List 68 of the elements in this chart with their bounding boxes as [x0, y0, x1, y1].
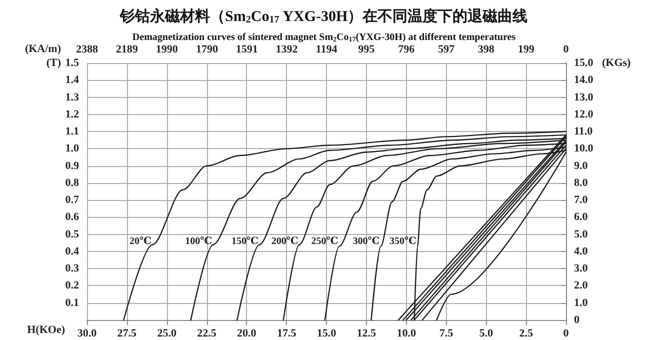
annotation: 100℃ — [185, 236, 212, 247]
y2-tick-label: 2.0 — [574, 280, 588, 292]
y-tick-label: 0.7 — [65, 194, 80, 206]
x2-tick-label: 2388 — [76, 44, 98, 56]
y-tick-label: 0.6 — [65, 211, 80, 224]
x-tick-label: 10.0 — [396, 328, 416, 340]
y2-tick-label: 10.0 — [574, 142, 594, 155]
x2-tick-label: 995 — [358, 44, 376, 56]
y-tick-label: 0.3 — [65, 262, 80, 275]
x-axis-title: H(KOe) — [27, 324, 66, 336]
x2-tick-label: 1990 — [156, 44, 178, 56]
x-tick-label: 25.0 — [157, 328, 177, 340]
annotation: 300℃ — [352, 236, 380, 247]
x2-tick-label: 1194 — [316, 44, 338, 56]
y-tick-label: 0.4 — [65, 245, 80, 258]
x-tick-label: 2.5 — [519, 328, 534, 340]
x-tick-label: 20.0 — [237, 328, 257, 340]
y-tick-label: 0.1 — [65, 296, 79, 309]
y2-tick-label: 14.0 — [574, 74, 594, 86]
y-tick-label: 0.5 — [65, 228, 80, 240]
y-tick-label: 1.0 — [65, 142, 80, 155]
y2-axis-title: (KGs) — [602, 57, 632, 69]
x-tick-label: 27.5 — [117, 328, 138, 340]
x-tick-label: 15.0 — [316, 328, 337, 340]
y2-tick-label: 5.0 — [574, 228, 588, 240]
y-tick-label: 1.2 — [65, 108, 80, 120]
annotation: 250℃ — [311, 236, 338, 247]
y2-tick-label: 11.0 — [574, 126, 594, 138]
y-tick-label: 1.4 — [65, 74, 80, 86]
y2-tick-label: 4.0 — [574, 245, 588, 258]
y-tick-label: 1.1 — [65, 126, 79, 138]
x-tick-label: 17.5 — [276, 328, 297, 340]
x-tick-label: 5.0 — [479, 328, 494, 340]
y2-tick-label: 3.0 — [574, 262, 588, 275]
x-tick-label: 30.0 — [77, 328, 98, 340]
y-axis-title: (T) — [46, 57, 62, 69]
y-tick-label: 0.9 — [65, 160, 80, 172]
x2-axis-title: (KA/m) — [24, 43, 62, 55]
x2-tick-label: 199 — [518, 44, 535, 56]
x2-tick-label: 398 — [478, 44, 495, 56]
x-tick-label: 7.5 — [439, 328, 454, 340]
y2-tick-label: 15.0 — [574, 57, 594, 69]
y2-tick-label: 6.0 — [574, 211, 588, 224]
y2-tick-label: 13.0 — [574, 91, 594, 104]
x2-tick-label: 597 — [438, 44, 455, 56]
x2-tick-label: 796 — [398, 44, 416, 56]
y2-tick-label: 1.0 — [574, 296, 588, 309]
annotation: 20℃ — [129, 236, 152, 247]
x-tick-label: 0 — [563, 328, 570, 340]
x2-tick-label: 0 — [563, 44, 570, 56]
y2-tick-label: 7.0 — [574, 194, 588, 206]
y2-tick-label: 12.0 — [574, 108, 594, 120]
annotation: 350℃ — [390, 236, 417, 247]
y-tick-label: 1.3 — [65, 91, 80, 104]
x2-tick-label: 2189 — [116, 44, 138, 56]
y2-tick-label: 8.0 — [574, 176, 588, 189]
y2-tick-label: 9.0 — [574, 160, 588, 172]
x-tick-label: 22.5 — [197, 328, 217, 340]
x2-tick-label: 1790 — [196, 44, 218, 56]
y2-tick-label: 0 — [574, 314, 580, 326]
x2-tick-label: 1392 — [276, 44, 298, 56]
x2-tick-label: 1591 — [236, 44, 258, 56]
y-tick-label: 0.8 — [65, 176, 80, 189]
annotation: 150℃ — [231, 236, 258, 247]
y-tick-label: 0.2 — [65, 280, 80, 292]
y-tick-label: 1.5 — [65, 57, 80, 69]
annotation: 200℃ — [271, 236, 298, 247]
x-tick-label: 12.5 — [356, 328, 377, 340]
